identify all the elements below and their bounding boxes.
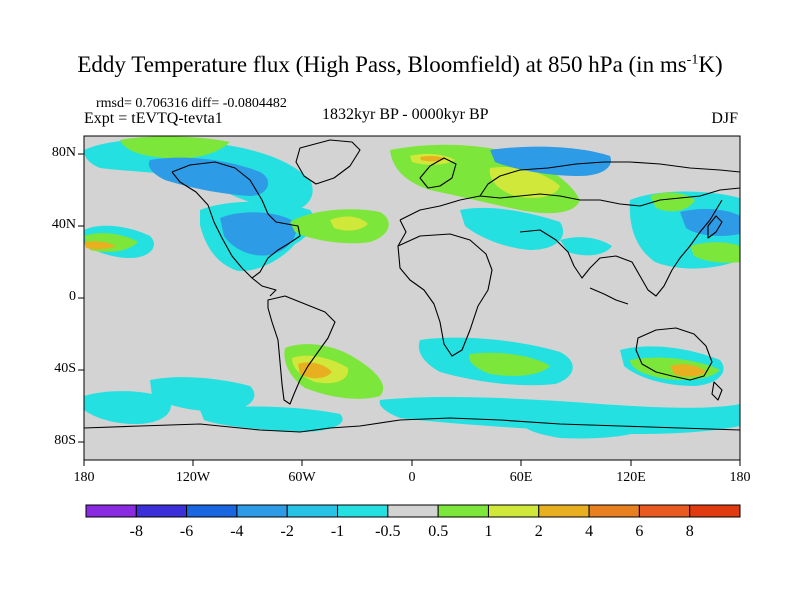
- lon-tick-60e: 60E: [509, 470, 533, 485]
- lon-tick-180e: 180: [729, 470, 751, 485]
- colorbar-label: -6: [179, 523, 194, 540]
- contour-us-blue: [220, 212, 297, 256]
- colorbar-swatch: [689, 504, 741, 518]
- colorbar-swatch: [437, 504, 489, 518]
- colorbar: [85, 504, 741, 518]
- colorbar-swatch: [487, 504, 540, 518]
- colorbar-label: 1: [484, 523, 493, 540]
- contour-atlantic-yellow: [330, 216, 368, 231]
- colorbar-label: -8: [129, 523, 143, 540]
- colorbar-swatch: [337, 504, 389, 518]
- lon-tick-60w: 60W: [288, 470, 316, 485]
- lat-tick-80n: 80N: [51, 145, 76, 160]
- colorbar-swatch: [135, 504, 188, 518]
- coastlines: [84, 139, 740, 433]
- lon-tick-180w: 180: [73, 470, 95, 485]
- period-label: 1832kyr BP - 0000kyr BP: [322, 106, 489, 123]
- contour-s-america-orange: [298, 362, 332, 379]
- contour-mideast-cyan: [560, 237, 612, 256]
- experiment-label: Expt = tEVTQ-tevta1: [84, 110, 223, 127]
- contour-canada-blue: [148, 157, 269, 196]
- axis-ticks: [78, 153, 741, 466]
- lat-tick-0: 0: [69, 289, 76, 304]
- contour-nw-green: [120, 136, 230, 159]
- colorbar-label: -0.5: [375, 523, 401, 540]
- contour-asia-cyan: [460, 207, 564, 250]
- contour-s-ocean-cyan-3: [379, 397, 740, 434]
- contour-siberia-blue: [490, 146, 611, 176]
- map-field: [84, 136, 740, 460]
- colorbar-swatch: [588, 504, 640, 518]
- colorbar-swatch: [186, 504, 238, 518]
- contour-europe-yellow: [489, 166, 560, 198]
- colorbar-label: 2: [534, 523, 543, 540]
- lon-tick-0: 0: [408, 470, 416, 485]
- colorbar-label: 6: [635, 523, 644, 540]
- lat-tick-40n: 40N: [51, 217, 76, 232]
- colorbar-label: 0.5: [428, 523, 449, 540]
- contour-e-pacific-green: [690, 242, 740, 263]
- colorbar-label: -1: [330, 523, 345, 540]
- lat-tick-80s: 80S: [54, 433, 76, 448]
- contour-nw-pacific-blue: [680, 209, 740, 236]
- colorbar-swatch: [638, 504, 691, 518]
- contour-se-pacific-cyan: [150, 377, 255, 412]
- colorbar-swatch: [387, 504, 439, 518]
- colorbar-swatch: [286, 504, 339, 518]
- map-title: Eddy Temperature flux (High Pass, Bloomf…: [77, 52, 723, 77]
- stats-text: rmsd= 0.706316 diff= -0.0804482: [96, 96, 287, 111]
- colorbar-label: -2: [280, 523, 294, 540]
- colorbar-swatch: [85, 504, 137, 518]
- lon-tick-120w: 120W: [175, 470, 211, 485]
- contour-australia-orange: [670, 364, 706, 377]
- season-label: DJF: [711, 110, 738, 127]
- colorbar-swatch: [538, 504, 590, 518]
- colorbar-label: -4: [230, 523, 244, 540]
- colorbar-label: 8: [685, 523, 694, 540]
- colorbar-swatch: [236, 504, 288, 518]
- contour-s-ocean-cyan-2: [200, 406, 343, 432]
- contour-pacific-orange: [84, 241, 116, 250]
- contour-s-ocean-cyan: [84, 391, 171, 424]
- lat-tick-40s: 40S: [54, 361, 76, 376]
- contour-s-indian-green: [468, 352, 550, 376]
- colorbar-label: 4: [585, 523, 594, 540]
- lon-tick-120e: 120E: [616, 470, 646, 485]
